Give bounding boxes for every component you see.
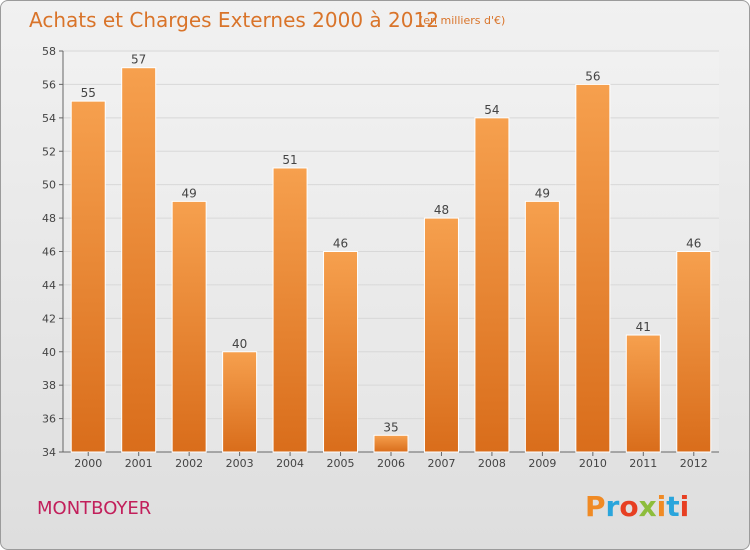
y-tick-label: 34 [42, 446, 56, 459]
brand-letter: i [679, 490, 690, 523]
bar-value-label: 46 [686, 237, 701, 251]
brand-letter: o [619, 490, 639, 523]
y-tick-label: 48 [42, 212, 56, 225]
bar-value-label: 54 [484, 103, 499, 117]
bar-value-label: 55 [81, 86, 96, 100]
brand-letter: x [638, 490, 657, 523]
y-tick-label: 56 [42, 78, 56, 91]
bar-2008 [474, 117, 510, 453]
bar-2000 [70, 100, 106, 453]
bar-value-label: 35 [383, 420, 398, 434]
x-tick-label: 2002 [175, 457, 203, 470]
y-tick-label: 42 [42, 312, 56, 325]
bar-value-label: 40 [232, 337, 247, 351]
proxiti-logo: Proxiti [585, 490, 689, 523]
x-tick-label: 2006 [377, 457, 405, 470]
x-tick-label: 2005 [327, 457, 355, 470]
y-tick-label: 38 [42, 379, 56, 392]
bar-value-label: 56 [585, 69, 600, 83]
brand-letter: t [666, 490, 680, 523]
y-tick-label: 50 [42, 179, 56, 192]
bar-2007 [423, 217, 459, 453]
x-tick-label: 2003 [226, 457, 254, 470]
brand-letter: r [605, 490, 620, 523]
bar-value-label: 49 [535, 186, 550, 200]
bar-value-label: 51 [282, 153, 297, 167]
x-tick-label: 2007 [427, 457, 455, 470]
y-tick-label: 52 [42, 145, 56, 158]
bar-2012 [676, 251, 712, 453]
y-tick-label: 36 [42, 413, 56, 426]
x-tick-label: 2008 [478, 457, 506, 470]
y-tick-label: 54 [42, 112, 56, 125]
bar-2003 [222, 351, 258, 453]
y-tick-label: 46 [42, 246, 56, 259]
commune-name: MONTBOYER [37, 498, 152, 519]
bar-value-label: 41 [636, 320, 651, 334]
x-tick-label: 2001 [125, 457, 153, 470]
chart-subtitle: (en milliers d'€) [419, 14, 506, 27]
bar-2004 [272, 167, 308, 453]
chart-title: Achats et Charges Externes 2000 à 2012 [29, 8, 439, 32]
x-tick-label: 2004 [276, 457, 304, 470]
x-tick-label: 2012 [680, 457, 708, 470]
bar-value-label: 48 [434, 203, 449, 217]
bar-2011 [625, 334, 661, 453]
bar-2001 [121, 67, 157, 453]
x-tick-label: 2000 [74, 457, 102, 470]
y-tick-label: 58 [42, 45, 56, 58]
bar-2006 [373, 434, 409, 453]
bar-2010 [575, 83, 611, 453]
bar-2005 [323, 251, 359, 453]
x-tick-label: 2009 [528, 457, 556, 470]
x-tick-label: 2011 [629, 457, 657, 470]
bar-value-label: 46 [333, 237, 348, 251]
bar-2009 [524, 200, 560, 453]
bar-value-label: 49 [182, 186, 197, 200]
y-tick-label: 44 [42, 279, 56, 292]
brand-letter: i [656, 490, 667, 523]
y-tick-label: 40 [42, 346, 56, 359]
brand-letter: P [585, 490, 606, 523]
bar-2002 [171, 200, 207, 453]
bar-value-label: 57 [131, 53, 146, 67]
x-tick-label: 2010 [579, 457, 607, 470]
